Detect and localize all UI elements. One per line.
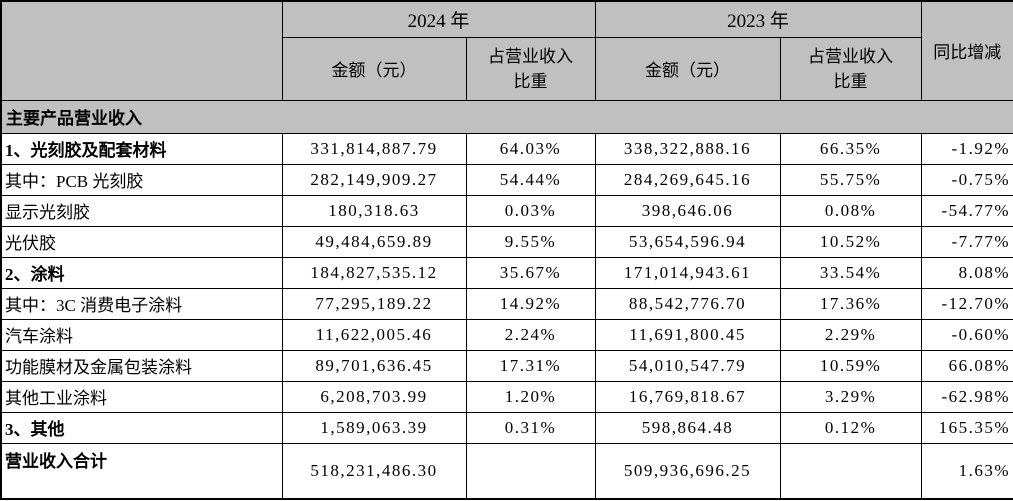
share-2024-cell: 17.31% xyxy=(465,349,596,382)
amount-2023-cell: 16,769,818.67 xyxy=(594,380,781,413)
row-label: 2、涂料 xyxy=(0,256,283,289)
row-label: 1、光刻胶及配套材料 xyxy=(0,132,283,165)
share-2023-cell: 3.29% xyxy=(779,380,922,413)
row-label: 汽车涂料 xyxy=(0,318,283,351)
table-row-pcb-photoresist: 其中：PCB 光刻胶 282,149,909.27 54.44% 284,269… xyxy=(0,163,1013,196)
amount-2024-cell: 49,484,659.89 xyxy=(281,225,467,258)
table-row-photoresist: 1、光刻胶及配套材料 331,814,887.79 64.03% 338,322… xyxy=(0,132,1013,165)
yoy-cell: -1.92% xyxy=(920,132,1013,165)
share-2024-cell: 14.92% xyxy=(465,287,596,320)
yoy-change-header: 同比增减 xyxy=(920,0,1013,101)
share-2024-cell: 9.55% xyxy=(465,225,596,258)
amount-2023-cell: 88,542,776.70 xyxy=(594,287,781,320)
table-row-auto-coatings: 汽车涂料 11,622,005.46 2.24% 11,691,800.45 2… xyxy=(0,318,1013,351)
total-amount-2024-cell: 518,231,486.30 xyxy=(281,442,467,500)
total-amount-2023-cell: 509,936,696.25 xyxy=(594,442,781,500)
total-share-2023-cell xyxy=(779,442,922,500)
share-header-line2: 比重 xyxy=(833,71,868,91)
year-2023-header: 2023 年 xyxy=(594,0,922,38)
yoy-cell: 165.35% xyxy=(920,411,1013,444)
amount-2024-header: 金额（元） xyxy=(281,36,467,101)
table-row-film-packaging-coatings: 功能膜材及金属包装涂料 89,701,636.45 17.31% 54,010,… xyxy=(0,349,1013,382)
table-row-other-industrial-coatings: 其他工业涂料 6,208,703.99 1.20% 16,769,818.67 … xyxy=(0,380,1013,413)
share-header-line1: 占营业收入 xyxy=(808,46,894,66)
share-2023-cell: 55.75% xyxy=(779,163,922,196)
amount-2023-cell: 53,654,596.94 xyxy=(594,225,781,258)
total-row: 营业收入合计 518,231,486.30 509,936,696.25 1.6… xyxy=(0,442,1013,500)
share-2024-cell: 64.03% xyxy=(465,132,596,165)
corner-empty-cell xyxy=(0,0,283,101)
share-2023-cell: 33.54% xyxy=(779,256,922,289)
amount-2023-header: 金额（元） xyxy=(594,36,781,101)
amount-2024-cell: 184,827,535.12 xyxy=(281,256,467,289)
amount-2024-cell: 282,149,909.27 xyxy=(281,163,467,196)
table-row-photovoltaic-adhesive: 光伏胶 49,484,659.89 9.55% 53,654,596.94 10… xyxy=(0,225,1013,258)
amount-2023-cell: 338,322,888.16 xyxy=(594,132,781,165)
amount-2023-cell: 171,014,943.61 xyxy=(594,256,781,289)
header-row-years: 2024 年 2023 年 同比增减 xyxy=(0,0,1013,101)
section-title: 主要产品营业收入 xyxy=(0,99,1013,134)
share-2024-cell: 0.31% xyxy=(465,411,596,444)
year-2024-header: 2024 年 xyxy=(281,0,596,38)
row-label: 3、其他 xyxy=(0,411,283,444)
share-2023-cell: 17.36% xyxy=(779,287,922,320)
share-2024-cell: 0.03% xyxy=(465,194,596,227)
share-2023-header: 占营业收入 比重 xyxy=(779,36,922,101)
yoy-cell: -0.75% xyxy=(920,163,1013,196)
share-header-line2: 比重 xyxy=(513,71,548,91)
share-2024-cell: 1.20% xyxy=(465,380,596,413)
table-row-others: 3、其他 1,589,063.39 0.31% 598,864.48 0.12%… xyxy=(0,411,1013,444)
total-label: 营业收入合计 xyxy=(0,442,283,500)
amount-2023-cell: 11,691,800.45 xyxy=(594,318,781,351)
table-row-3c-coatings: 其中：3C 消费电子涂料 77,295,189.22 14.92% 88,542… xyxy=(0,287,1013,320)
amount-2024-cell: 6,208,703.99 xyxy=(281,380,467,413)
amount-2024-cell: 180,318.63 xyxy=(281,194,467,227)
table-row-display-photoresist: 显示光刻胶 180,318.63 0.03% 398,646.06 0.08% … xyxy=(0,194,1013,227)
amount-2024-cell: 331,814,887.79 xyxy=(281,132,467,165)
share-2024-header: 占营业收入 比重 xyxy=(465,36,596,101)
amount-2023-cell: 284,269,645.16 xyxy=(594,163,781,196)
amount-2023-cell: 598,864.48 xyxy=(594,411,781,444)
amount-2023-cell: 398,646.06 xyxy=(594,194,781,227)
share-header-line1: 占营业收入 xyxy=(488,46,573,66)
amount-2024-cell: 1,589,063.39 xyxy=(281,411,467,444)
yoy-cell: -62.98% xyxy=(920,380,1013,413)
share-2023-cell: 66.35% xyxy=(779,132,922,165)
yoy-cell: -7.77% xyxy=(920,225,1013,258)
row-label: 显示光刻胶 xyxy=(0,194,283,227)
share-2024-cell: 2.24% xyxy=(465,318,596,351)
yoy-cell: 66.08% xyxy=(920,349,1013,382)
amount-2023-cell: 54,010,547.79 xyxy=(594,349,781,382)
yoy-cell: -54.77% xyxy=(920,194,1013,227)
table-row-coatings: 2、涂料 184,827,535.12 35.67% 171,014,943.6… xyxy=(0,256,1013,289)
share-2023-cell: 10.59% xyxy=(779,349,922,382)
share-2023-cell: 10.52% xyxy=(779,225,922,258)
yoy-cell: -0.60% xyxy=(920,318,1013,351)
yoy-cell: -12.70% xyxy=(920,287,1013,320)
row-label: 光伏胶 xyxy=(0,225,283,258)
section-header-row: 主要产品营业收入 xyxy=(0,99,1013,134)
row-label: 其他工业涂料 xyxy=(0,380,283,413)
amount-2024-cell: 11,622,005.46 xyxy=(281,318,467,351)
yoy-cell: 8.08% xyxy=(920,256,1013,289)
share-2024-cell: 54.44% xyxy=(465,163,596,196)
row-label: 其中：3C 消费电子涂料 xyxy=(0,287,283,320)
share-2023-cell: 0.08% xyxy=(779,194,922,227)
row-label: 功能膜材及金属包装涂料 xyxy=(0,349,283,382)
amount-2024-cell: 77,295,189.22 xyxy=(281,287,467,320)
total-share-2024-cell xyxy=(465,442,596,500)
row-label: 其中：PCB 光刻胶 xyxy=(0,163,283,196)
header-row-measures: 金额（元） 占营业收入比重 金额（元） 占营业收入比重 xyxy=(1,36,1013,101)
share-2023-cell: 2.29% xyxy=(779,318,922,351)
share-2023-cell: 0.12% xyxy=(779,411,922,444)
share-2024-cell: 35.67% xyxy=(465,256,596,289)
total-yoy-cell: 1.63% xyxy=(920,442,1013,500)
amount-2024-cell: 89,701,636.45 xyxy=(281,349,467,382)
